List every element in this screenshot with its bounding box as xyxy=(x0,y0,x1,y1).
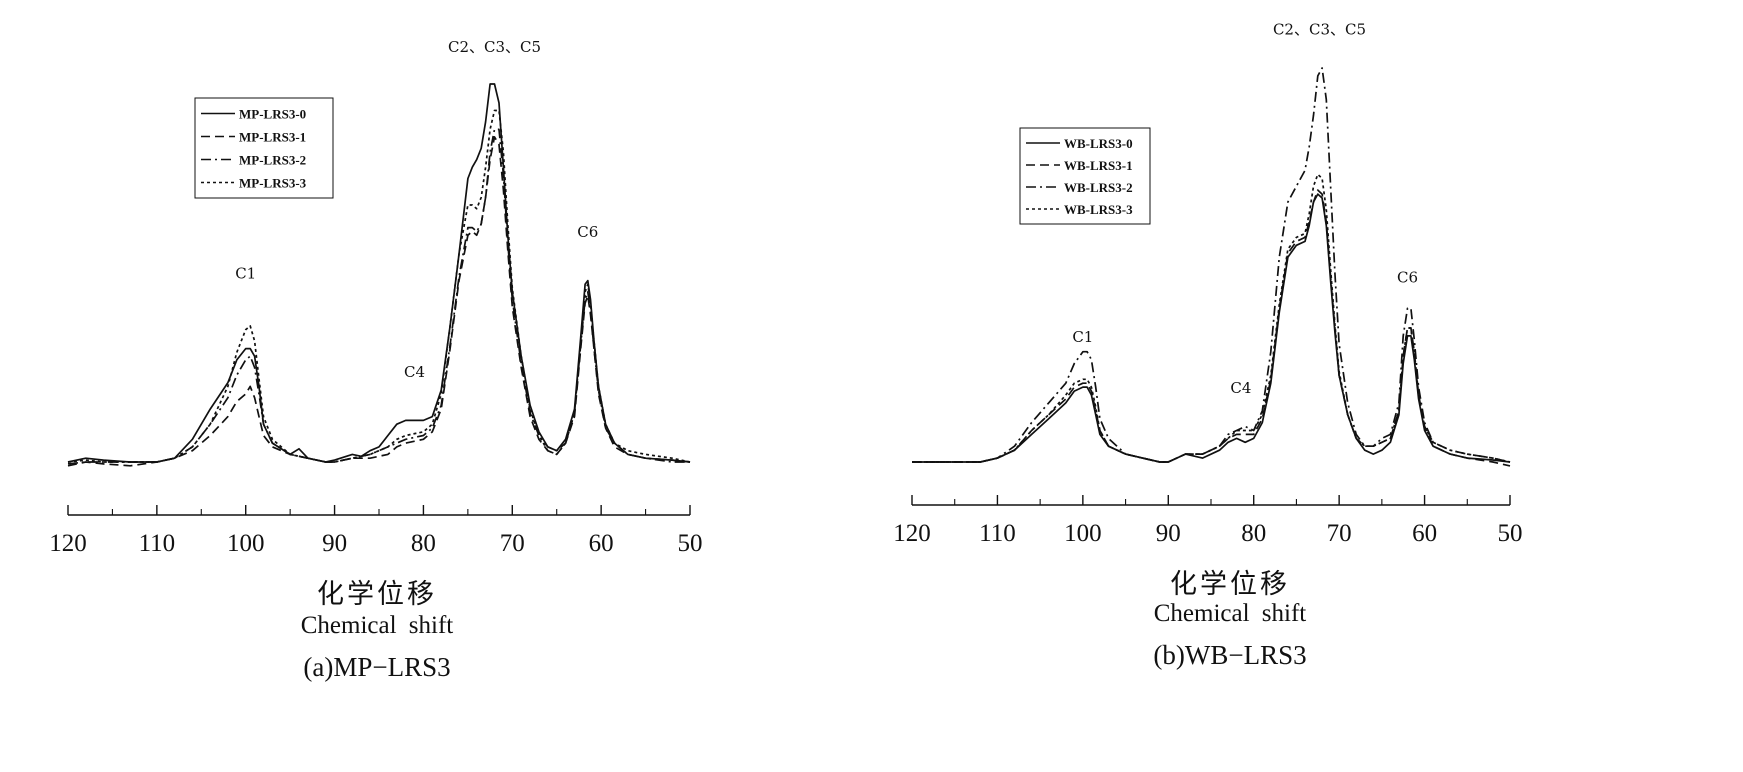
peak-label-b-2: C2、C3、C5 xyxy=(1273,20,1366,38)
x-tick-label: 120 xyxy=(49,530,87,557)
legend-label: MP-LRS3-1 xyxy=(239,130,306,145)
xlabel-en-a: Chemical shift xyxy=(300,612,454,639)
series-line-b-0 xyxy=(912,193,1511,463)
legend-box xyxy=(194,97,334,199)
x-tick-label: 90 xyxy=(322,530,347,557)
legend-label: MP-LRS3-2 xyxy=(239,153,306,168)
legend-label: WB-LRS3-3 xyxy=(1064,202,1133,217)
xlabel-cn-a: 化学位移 xyxy=(317,579,437,610)
x-tick-label: 120 xyxy=(893,520,931,547)
legend-box xyxy=(1019,127,1151,225)
chart-panel-a: 120 110 100 90 80 70 60 50 C1 C4 C2、C3、C5 C6 MP-LRS3… xyxy=(0,0,870,772)
x-tick-label: 70 xyxy=(1327,520,1352,547)
x-tick-label: 50 xyxy=(1498,520,1523,547)
peak-label-a-0: C1 xyxy=(235,265,256,283)
x-tick-label: 90 xyxy=(1156,520,1181,547)
series-line-a-0 xyxy=(67,83,691,463)
x-tick-label: 100 xyxy=(227,530,265,557)
legend-label: WB-LRS3-1 xyxy=(1064,158,1133,173)
peak-label-a-1: C4 xyxy=(404,363,425,381)
legend-label: WB-LRS3-0 xyxy=(1064,136,1133,151)
series-line-b-1 xyxy=(912,189,1511,467)
series-line-b-3 xyxy=(912,173,1511,463)
nmr-chart-b: 120 110 100 90 80 70 60 50 C1 C4 C2、C3、C5 C6 WB-LRS3… xyxy=(893,20,1523,547)
legend-label: WB-LRS3-2 xyxy=(1064,180,1133,195)
peak-label-b-0: C1 xyxy=(1072,328,1093,346)
x-tick-label: 100 xyxy=(1064,520,1102,547)
series-line-a-1 xyxy=(67,136,691,467)
series-line-a-3 xyxy=(67,109,691,463)
x-tick-label: 80 xyxy=(1241,520,1266,547)
xlabel-cn-b: 化学位移 xyxy=(1170,569,1290,600)
legend-label: MP-LRS3-0 xyxy=(239,107,306,122)
xlabel-en-b: Chemical shift xyxy=(1153,600,1307,627)
x-tick-label: 70 xyxy=(500,530,525,557)
x-tick-label: 50 xyxy=(678,530,703,557)
x-tick-label: 110 xyxy=(979,520,1016,547)
legend-label: MP-LRS3-3 xyxy=(239,176,307,191)
peak-label-a-2: C2、C3、C5 xyxy=(448,38,541,56)
peak-label-b-1: C4 xyxy=(1230,379,1251,397)
subcaption-b: (b)WB−LRS3 xyxy=(1153,640,1307,670)
peak-label-b-3: C6 xyxy=(1397,269,1418,287)
peak-label-a-3: C6 xyxy=(577,223,598,241)
x-tick-label: 60 xyxy=(589,530,614,557)
x-tick-label: 60 xyxy=(1412,520,1437,547)
x-tick-label: 80 xyxy=(411,530,436,557)
chart-panel-b: 120 110 100 90 80 70 60 50 C1 C4 C2、C3、C5 C6 WB-LRS3… xyxy=(870,0,1740,772)
nmr-chart-a: 120 110 100 90 80 70 60 50 C1 C4 C2、C3、C5 C6 MP-LRS3… xyxy=(49,38,703,557)
x-tick-label: 110 xyxy=(139,530,176,557)
subcaption-a: (a)MP−LRS3 xyxy=(303,652,451,682)
series-line-a-2 xyxy=(67,128,690,465)
